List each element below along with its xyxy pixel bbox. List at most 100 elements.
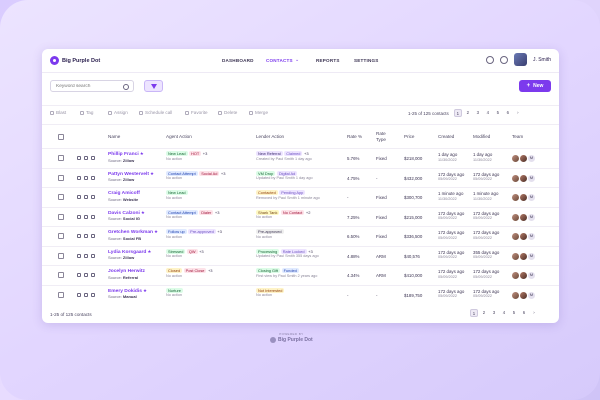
team-more-avatar[interactable]: M <box>528 272 535 279</box>
table-row[interactable]: Lydia Korsgaard★ Source: Zillow Stressed QW… <box>42 245 559 266</box>
lender-tag[interactable]: Not Interested <box>256 287 285 293</box>
contact-name[interactable]: Davis Calzoni <box>108 210 140 216</box>
user-avatar[interactable] <box>513 53 527 66</box>
col-agent-action[interactable]: Agent Action <box>166 134 192 139</box>
lender-more[interactable]: +2 <box>305 209 311 215</box>
search-icon[interactable] <box>485 55 494 64</box>
team-avatar[interactable] <box>520 272 527 279</box>
lender-tag[interactable]: Shark Tank <box>256 209 280 215</box>
message-icon[interactable] <box>84 234 88 238</box>
page-4[interactable]: 4 <box>502 310 506 315</box>
phone-icon[interactable] <box>77 214 81 219</box>
agent-more[interactable]: +3 <box>220 170 226 176</box>
lender-tag[interactable]: Processing <box>256 248 280 254</box>
message-icon[interactable] <box>84 273 88 277</box>
search-input[interactable] <box>56 84 116 89</box>
agent-tag[interactable]: Stressed <box>166 248 186 254</box>
nav-settings[interactable]: SETTINGS <box>354 58 379 63</box>
message-icon[interactable] <box>84 253 88 258</box>
filter-button[interactable] <box>144 80 163 92</box>
team-more-avatar[interactable]: M <box>528 155 535 162</box>
col-created[interactable]: Created <box>438 134 455 139</box>
chevron-down-icon[interactable]: ⌄ <box>295 57 300 63</box>
team-avatar[interactable] <box>512 174 519 182</box>
phone-icon[interactable] <box>77 253 81 258</box>
schedule-call-action[interactable]: Schedule call <box>139 110 172 115</box>
star-icon[interactable]: ★ <box>139 151 144 156</box>
tag-action[interactable]: Tag <box>80 110 93 115</box>
search-box[interactable] <box>50 80 134 92</box>
favorite-action[interactable]: Favorite <box>185 110 208 115</box>
page-3[interactable]: 3 <box>492 310 496 315</box>
delete-action[interactable]: Delete <box>218 110 237 115</box>
email-icon[interactable] <box>91 273 95 277</box>
lender-more[interactable]: +3 <box>308 248 313 254</box>
star-icon[interactable]: ★ <box>140 209 145 215</box>
agent-more[interactable]: +3 <box>202 151 208 156</box>
team-avatar[interactable] <box>520 233 527 240</box>
page-3[interactable]: 3 <box>476 110 479 115</box>
agent-tag[interactable]: Nurture <box>166 287 183 293</box>
contact-name[interactable]: Phillip Franci <box>108 152 139 157</box>
table-row[interactable]: Jocelyn Herwitz Source: Referral Closed Pos… <box>42 265 559 285</box>
agent-tag[interactable]: New Lead <box>166 151 188 156</box>
merge-action[interactable]: Merge <box>249 110 268 115</box>
email-icon[interactable] <box>91 214 95 219</box>
agent-tag[interactable]: Post Close <box>183 268 207 273</box>
col-lender-action[interactable]: Lender Action <box>256 134 285 139</box>
row-checkbox[interactable] <box>58 291 64 298</box>
new-button[interactable]: + New <box>519 80 551 92</box>
team-more-avatar[interactable]: M <box>528 194 535 201</box>
team-avatar[interactable] <box>512 272 519 279</box>
lender-tag[interactable]: Funded <box>281 268 299 273</box>
page-2[interactable]: 2 <box>482 310 486 315</box>
agent-tag[interactable]: Closed <box>166 268 183 273</box>
message-icon[interactable] <box>84 292 88 297</box>
search-icon[interactable] <box>123 83 129 90</box>
row-checkbox[interactable] <box>58 272 64 278</box>
contact-name[interactable]: Emery Dokidis <box>108 288 142 294</box>
col-team[interactable]: Team <box>512 134 524 139</box>
col-rate-type[interactable]: Rate Type <box>376 131 386 142</box>
star-icon[interactable]: ★ <box>154 229 159 234</box>
page-5[interactable]: 5 <box>512 310 516 315</box>
row-checkbox[interactable] <box>58 233 64 239</box>
contact-name[interactable]: Lydia Korsgaard <box>108 249 147 255</box>
agent-tag[interactable]: Dialer <box>199 209 214 215</box>
lender-tag[interactable]: Pre-approved <box>256 229 284 234</box>
team-avatar[interactable] <box>512 194 519 201</box>
page-1[interactable]: 1 <box>453 109 462 117</box>
phone-icon[interactable] <box>77 273 81 277</box>
row-checkbox[interactable] <box>58 174 64 181</box>
contact-name[interactable]: Gretchen Workman <box>108 230 154 235</box>
agent-tag[interactable]: New Lead <box>166 190 188 195</box>
team-avatar[interactable] <box>520 252 527 260</box>
team-avatar[interactable] <box>512 155 519 162</box>
message-icon[interactable] <box>84 156 88 160</box>
email-icon[interactable] <box>91 292 95 297</box>
phone-icon[interactable] <box>77 175 81 180</box>
page-6[interactable]: 6 <box>522 310 526 315</box>
team-avatar[interactable] <box>512 252 519 260</box>
table-row[interactable]: Craig Amicoff Source: Website New Lead No a… <box>42 187 559 207</box>
phone-icon[interactable] <box>77 292 81 297</box>
agent-tag[interactable]: Follow up <box>166 229 187 234</box>
lender-tag[interactable]: Digital Ad <box>276 170 298 176</box>
message-icon[interactable] <box>84 195 88 199</box>
page-1[interactable]: 1 <box>470 309 478 317</box>
team-more-avatar[interactable]: M <box>528 291 535 299</box>
agent-tag[interactable]: Pre-approved <box>188 229 216 234</box>
col-name[interactable]: Name <box>108 134 121 139</box>
email-icon[interactable] <box>91 234 95 238</box>
team-avatar[interactable] <box>520 174 527 182</box>
team-avatar[interactable] <box>520 194 527 201</box>
row-checkbox[interactable] <box>58 252 64 259</box>
next-page-icon[interactable]: › <box>533 310 535 315</box>
agent-tag[interactable]: HOT <box>189 151 202 156</box>
agent-tag[interactable]: Contact Attempt <box>166 209 198 215</box>
team-avatar[interactable] <box>520 213 527 221</box>
agent-more[interactable]: +3 <box>217 229 222 234</box>
contact-name[interactable]: Craig Amicoff <box>108 191 140 196</box>
contact-name[interactable]: Jocelyn Herwitz <box>108 269 145 274</box>
table-row[interactable]: Emery Dokidis★ Source: Manual Nurture No ac… <box>42 284 559 305</box>
